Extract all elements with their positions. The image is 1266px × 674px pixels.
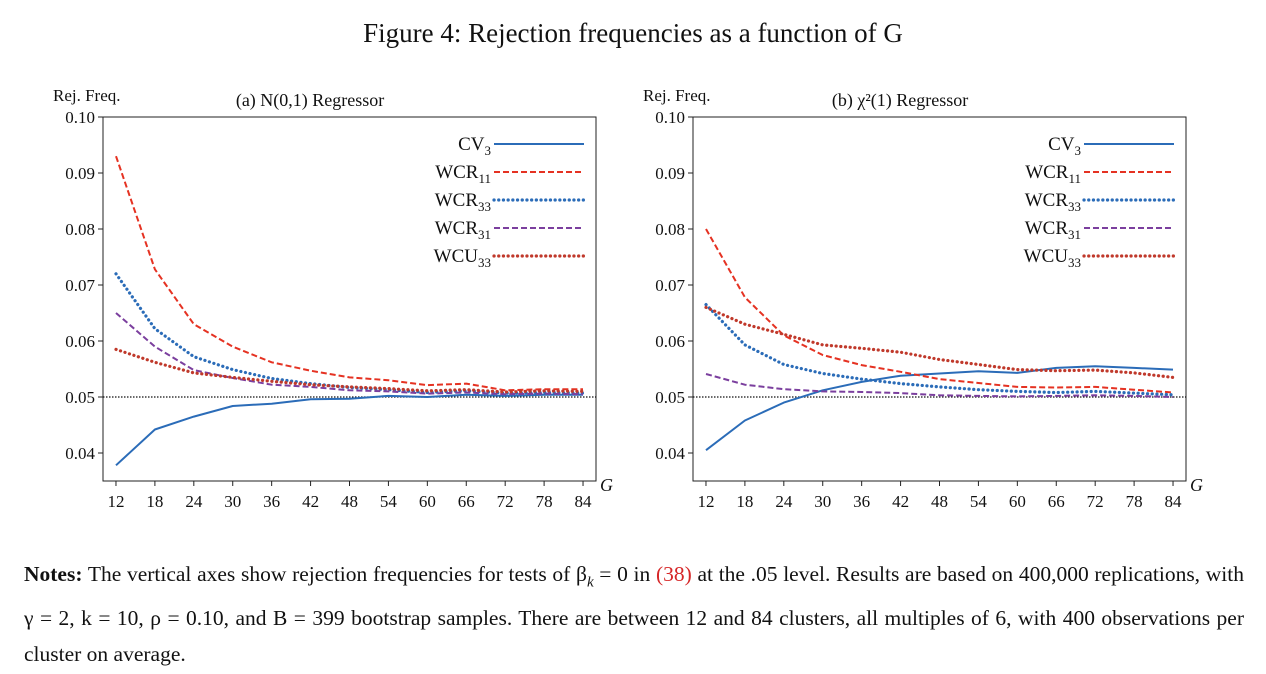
series-line-wcr33 [114, 272, 585, 395]
series-line-cv3 [115, 393, 583, 467]
y-axis-label: Rej. Freq. [53, 86, 121, 105]
x-tick-label: 84 [1165, 492, 1183, 511]
x-tick-label: 42 [302, 492, 319, 511]
y-tick-label: 0.10 [65, 108, 95, 127]
chart-subtitle: (b) χ²(1) Regressor [832, 90, 968, 111]
x-tick-label: 66 [1048, 492, 1065, 511]
x-tick-label: 78 [1126, 492, 1143, 511]
legend-label-wcu33: WCU33 [434, 246, 491, 270]
x-tick-label: 54 [970, 492, 988, 511]
x-tick-label: 18 [736, 492, 753, 511]
y-tick-label: 0.09 [655, 164, 685, 183]
x-tick-label: 36 [263, 492, 280, 511]
x-tick-label: 12 [107, 492, 124, 511]
notes: Notes: The vertical axes show rejection … [24, 556, 1244, 672]
notes-beta-sub: k [586, 574, 594, 591]
chart-panel-b: 0.04 0.05 0.06 0.07 0.08 0.09 0.10 12 18 24 30 36 42… [643, 86, 1203, 511]
x-tick-label: 60 [1009, 492, 1026, 511]
y-tick-label: 0.06 [65, 332, 95, 351]
notes-text-2: = 0 in [593, 562, 656, 586]
chart-subtitle: (a) N(0,1) Regressor [236, 90, 384, 111]
x-tick-label: 24 [185, 492, 203, 511]
legend-label-wcr31: WCR31 [435, 218, 491, 242]
notes-text-1: The vertical axes show rejection frequen… [87, 562, 587, 586]
y-tick-label: 0.08 [655, 220, 685, 239]
x-tick-label: 24 [775, 492, 793, 511]
series-line-wcr33 [704, 303, 1175, 397]
y-tick-label: 0.05 [655, 388, 685, 407]
series-line-wcr11 [705, 228, 1174, 394]
legend-label-wcu33: WCU33 [1024, 246, 1081, 270]
legend-label-cv3: CV3 [458, 134, 491, 158]
x-axis-label: G [1190, 475, 1203, 495]
x-tick-label: 48 [931, 492, 948, 511]
y-tick-label: 0.10 [655, 108, 685, 127]
legend-label-cv3: CV3 [1048, 134, 1081, 158]
x-tick-label: 66 [458, 492, 475, 511]
series-line-wcr11 [115, 155, 583, 392]
x-tick-label: 18 [146, 492, 163, 511]
y-tick-label: 0.06 [655, 332, 685, 351]
legend-label-wcr11: WCR11 [435, 162, 491, 186]
x-tick-label: 30 [224, 492, 241, 511]
series-line-wcr31 [115, 312, 584, 396]
x-tick-label: 84 [575, 492, 593, 511]
y-tick-label: 0.04 [655, 444, 685, 463]
y-tick-label: 0.07 [65, 276, 95, 295]
x-tick-label: 78 [536, 492, 553, 511]
notes-label: Notes: [24, 562, 83, 586]
y-tick-label: 0.05 [65, 388, 95, 407]
y-axis-label: Rej. Freq. [643, 86, 711, 105]
legend-label-wcr31: WCR31 [1025, 218, 1081, 242]
x-tick-label: 54 [380, 492, 398, 511]
x-tick-label: 30 [814, 492, 831, 511]
series-line-cv3 [705, 365, 1174, 451]
x-tick-label: 72 [497, 492, 514, 511]
legend-label-wcr11: WCR11 [1025, 162, 1081, 186]
x-tick-label: 60 [419, 492, 436, 511]
legend-label-wcr33: WCR33 [435, 190, 491, 214]
notes-equation-ref[interactable]: (38) [655, 562, 692, 586]
y-tick-label: 0.04 [65, 444, 95, 463]
y-tick-label: 0.07 [655, 276, 685, 295]
legend-label-wcr33: WCR33 [1025, 190, 1081, 214]
x-tick-label: 72 [1087, 492, 1104, 511]
x-tick-label: 48 [341, 492, 358, 511]
series-line-wcr31 [705, 373, 1174, 398]
figure-title: Figure 4: Rejection frequencies as a fun… [363, 18, 903, 48]
y-tick-label: 0.08 [65, 220, 95, 239]
x-tick-label: 36 [853, 492, 870, 511]
y-tick-label: 0.09 [65, 164, 95, 183]
x-tick-label: 42 [892, 492, 909, 511]
notes-text-3: at the .05 level. Results are based on 4… [24, 562, 1244, 667]
series-line-wcu33 [704, 305, 1175, 379]
x-tick-label: 12 [697, 492, 714, 511]
x-axis-label: G [600, 475, 613, 495]
series-line-wcu33 [114, 347, 585, 394]
chart-panel-a: 0.04 0.05 0.06 0.07 0.08 0.09 0.10 12 18 24 30 36 42… [53, 86, 613, 511]
